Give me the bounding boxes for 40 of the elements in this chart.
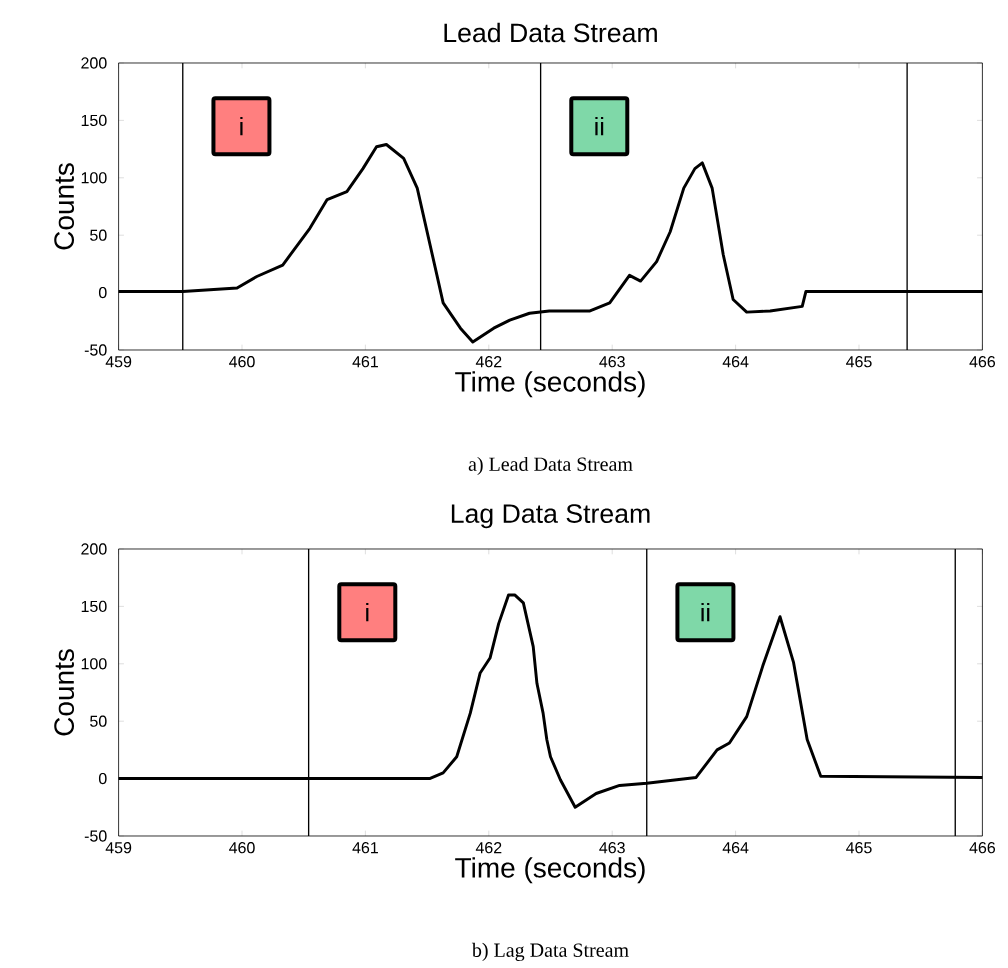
x-tick-label: 459 (105, 842, 132, 854)
y-axis-title: Counts (54, 649, 75, 736)
x-tick-label: 465 (846, 842, 872, 854)
y-tick-label: 50 (90, 229, 107, 241)
annotation: ii (701, 602, 710, 622)
y-tick-label: 100 (81, 172, 107, 184)
x-axis-title: Time (seconds) (455, 371, 645, 398)
x-tick-label: 464 (722, 356, 749, 368)
y-tick-label: -50 (84, 344, 107, 356)
text: a) Lead Data Stream (468, 456, 633, 476)
x-tick-label: 465 (846, 356, 872, 368)
y-tick-label: 200 (81, 57, 107, 69)
text: b) Lag Data Stream (471, 942, 629, 962)
annotation: ii (595, 116, 604, 136)
x-tick-label: 461 (352, 356, 378, 368)
y-tick-label: 150 (81, 600, 107, 613)
x-tick-label: 463 (599, 842, 625, 854)
x-tick-label: 464 (722, 842, 749, 854)
y-tick-label: 100 (81, 658, 107, 670)
chart-title: Lag Data Stream (451, 504, 650, 529)
annotation: i (366, 602, 369, 622)
x-tick-label: 461 (352, 842, 378, 854)
x-tick-label: 466 (969, 842, 996, 854)
y-tick-label: 50 (90, 715, 107, 727)
y-tick-label: 200 (81, 543, 107, 555)
x-tick-label: 462 (475, 842, 502, 854)
x-tick-label: 460 (229, 356, 255, 368)
x-tick-label: 466 (969, 356, 996, 368)
y-tick-label: 0 (98, 286, 107, 299)
y-tick-label: -50 (84, 830, 107, 842)
x-tick-label: 460 (229, 842, 255, 854)
x-tick-label: 462 (475, 356, 502, 368)
chart-title: Lead Data Stream (444, 22, 657, 43)
x-tick-label: 463 (599, 356, 625, 368)
y-axis-title: Counts (54, 163, 75, 250)
x-tick-label: 459 (105, 356, 132, 368)
y-tick-label: 0 (98, 772, 107, 785)
y-tick-label: 150 (81, 114, 107, 127)
annotation: i (240, 116, 243, 136)
x-axis-title: Time (seconds) (455, 857, 645, 884)
